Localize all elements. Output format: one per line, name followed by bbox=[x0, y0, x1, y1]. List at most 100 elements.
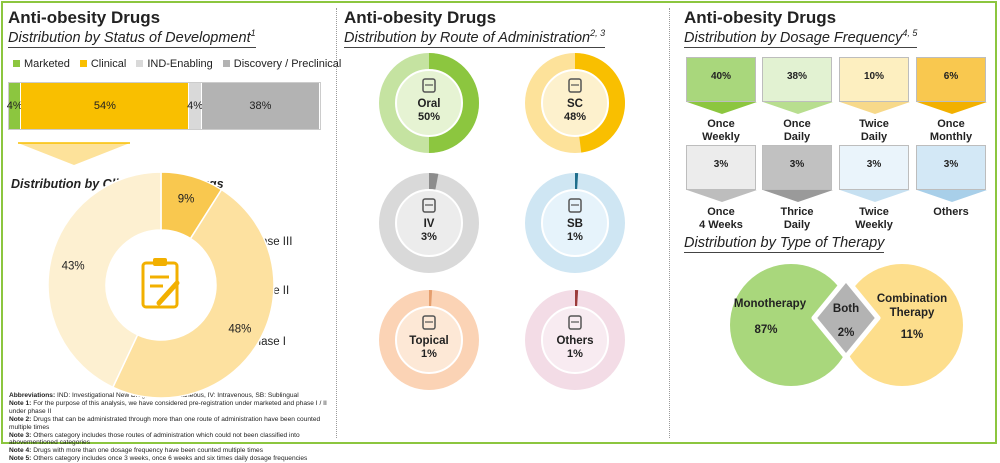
route-panel-title: Anti-obesity Drugs bbox=[344, 8, 497, 27]
frequency-badge-tip bbox=[763, 102, 833, 114]
frequency-label: Twice Weekly bbox=[855, 206, 893, 231]
venn-label: Both bbox=[833, 303, 859, 315]
status-legend-item-marketed: Marketed bbox=[13, 58, 70, 70]
status-bar-segment-clinical: 54% bbox=[21, 83, 190, 129]
note-text: For the purpose of this analysis, we hav… bbox=[9, 399, 327, 415]
route-label: Others bbox=[556, 335, 593, 347]
route-center bbox=[541, 189, 609, 257]
route-value-label: 50% bbox=[418, 111, 440, 123]
iv-drip-icon bbox=[422, 198, 436, 213]
status-legend: Marketed Clinical IND-Enabling Discovery / … bbox=[13, 58, 351, 70]
legend-label: IND-Enabling bbox=[147, 58, 213, 70]
frequency-item-twice-daily: 10% Twice Daily bbox=[839, 57, 910, 144]
route-label: IV bbox=[424, 218, 435, 230]
route-value-arc bbox=[575, 53, 625, 153]
tongue-icon bbox=[568, 198, 582, 213]
note-label: Abbreviations: bbox=[9, 392, 56, 399]
frequency-label: Once Daily bbox=[783, 118, 811, 143]
outer-frame bbox=[1, 1, 997, 444]
route-value-label: 48% bbox=[564, 111, 586, 123]
note-text: Drugs with more than one dosage frequenc… bbox=[31, 447, 264, 455]
legend-swatch bbox=[222, 60, 230, 67]
status-bar-segment-marketed: 4% bbox=[7, 83, 23, 129]
venn-label: Combination bbox=[877, 293, 947, 305]
frequency-label: Twice Daily bbox=[859, 118, 889, 143]
frequency-badge-tip bbox=[687, 190, 757, 202]
venn-value: 2% bbox=[838, 327, 855, 339]
legend-label: Marketed bbox=[24, 58, 70, 70]
frequency-label: Others bbox=[933, 206, 969, 218]
clinical-slice-phase-ii bbox=[111, 188, 275, 399]
frequency-badge: 3% bbox=[762, 145, 833, 202]
frequency-item-others: 3% Others bbox=[916, 145, 987, 219]
frequency-badge: 3% bbox=[916, 145, 987, 202]
clipboard-pen-icon bbox=[141, 258, 180, 309]
route-center bbox=[395, 69, 463, 137]
note-text: Others category includes those routes of… bbox=[9, 431, 300, 447]
status-legend-item-clinical: Clinical bbox=[79, 58, 127, 70]
route-value-arc bbox=[575, 290, 579, 308]
frequency-badge-tip bbox=[763, 190, 833, 202]
route-center bbox=[395, 189, 463, 257]
legend-swatch bbox=[13, 60, 20, 67]
route-panel-subtitle: Distribution by Route of Administration2… bbox=[344, 28, 606, 48]
clinical-slice-label: 9% bbox=[178, 194, 195, 206]
route-label: Topical bbox=[409, 335, 448, 347]
frequency-label: Once Weekly bbox=[702, 118, 740, 143]
frequency-panel-title: Anti-obesity Drugs bbox=[684, 8, 837, 27]
note-label: Note 2: bbox=[9, 415, 32, 423]
route-center bbox=[395, 306, 463, 374]
route-value-label: 1% bbox=[567, 231, 583, 243]
frequency-item-once-weekly: 40% Once Weekly bbox=[686, 57, 757, 144]
venn-overlap-both bbox=[811, 276, 881, 360]
status-panel-subtitle: Distribution by Status of Development1 bbox=[8, 28, 256, 48]
note-label: Note 3: bbox=[9, 431, 32, 439]
note-line: Note 3: Others category includes those r… bbox=[9, 432, 339, 448]
route-value-arc bbox=[429, 173, 439, 191]
route-value-label: 1% bbox=[567, 348, 583, 360]
venn-label: Monotherapy bbox=[734, 298, 807, 310]
clinical-slice-phase-i bbox=[47, 171, 162, 389]
legend-swatch bbox=[136, 60, 144, 67]
venn-value: 11% bbox=[901, 329, 923, 341]
panel-separator bbox=[669, 8, 670, 438]
route-label: Oral bbox=[417, 98, 440, 110]
frequency-label: Once Monthly bbox=[929, 118, 973, 143]
status-legend-item-discovery-preclinical: Discovery / Preclinical bbox=[222, 58, 341, 70]
note-line: Note 4: Drugs with more than one dosage … bbox=[9, 447, 339, 455]
frequency-badge-tip bbox=[840, 102, 910, 114]
frequency-value: 3% bbox=[789, 159, 805, 170]
route-donut-sb: SB1% bbox=[525, 173, 625, 273]
note-text: Drugs that can be administrated through … bbox=[9, 415, 321, 431]
route-label: SC bbox=[567, 98, 583, 110]
frequency-badge-tip bbox=[917, 102, 987, 114]
frequency-badge: 3% bbox=[686, 145, 757, 202]
note-label: Note 4: bbox=[9, 447, 32, 455]
route-value-label: 3% bbox=[421, 231, 437, 243]
frequency-panel-subtitle: Distribution by Dosage Frequency4, 5 bbox=[684, 28, 918, 48]
pill-bottle-icon bbox=[422, 78, 436, 93]
frequency-badge-tip bbox=[687, 102, 757, 114]
frequency-item-once-monthly: 6% Once Monthly bbox=[916, 57, 987, 144]
note-line: Note 2: Drugs that can be administrated … bbox=[9, 416, 339, 432]
venn-value: 87% bbox=[754, 324, 777, 336]
venn-label: Therapy bbox=[890, 307, 935, 319]
route-label: SB bbox=[567, 218, 583, 230]
frequency-value: 3% bbox=[866, 159, 882, 170]
route-value-arc bbox=[429, 290, 433, 308]
clinical-slice-label: 43% bbox=[62, 260, 85, 272]
frequency-value: 40% bbox=[710, 71, 731, 82]
venn-circle-monotherapy bbox=[730, 264, 852, 386]
therapy-subtitle: Distribution by Type of Therapy bbox=[684, 235, 885, 253]
frequency-value: 3% bbox=[943, 159, 959, 170]
legend-label: Clinical bbox=[90, 58, 127, 70]
clinical-slice-label: 48% bbox=[228, 323, 251, 335]
legend-swatch bbox=[79, 60, 87, 67]
status-stacked-bar: 4% 54% 4% 38% bbox=[7, 82, 321, 130]
ointment-tube-icon bbox=[422, 315, 436, 330]
frequency-badge-tip bbox=[917, 190, 987, 202]
